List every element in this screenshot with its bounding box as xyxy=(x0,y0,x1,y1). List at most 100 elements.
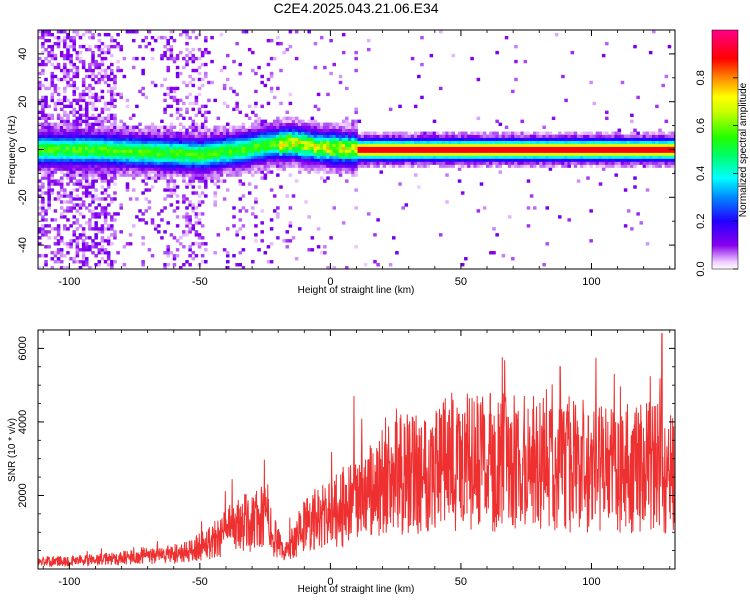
spectrogram-cell xyxy=(47,206,51,210)
spectrogram-cell xyxy=(84,158,89,162)
spectrogram-cell xyxy=(204,248,208,252)
spectrogram-cell xyxy=(103,44,108,49)
spectrogram-cell xyxy=(445,134,449,138)
spectrogram-cell xyxy=(94,149,98,153)
spectrogram-cell xyxy=(326,131,330,135)
spectrogram-cell xyxy=(182,158,186,162)
spectrogram-cell xyxy=(38,56,42,61)
spectrogram-cell xyxy=(326,158,330,162)
spectrogram-cell xyxy=(357,119,362,124)
spectrogram-cell xyxy=(388,152,393,156)
spectrogram-cell xyxy=(197,137,202,141)
spectrogram-cell xyxy=(47,53,51,58)
spectrogram-cell xyxy=(313,164,318,168)
spectrogram-cell xyxy=(84,107,89,112)
spectrogram-cell xyxy=(623,149,628,153)
spectrogram-cell xyxy=(213,152,217,156)
spectrogram-cell xyxy=(432,119,437,124)
spectrogram-cell xyxy=(103,50,108,55)
spectrogram-cell xyxy=(235,161,239,165)
spectrogram-cell xyxy=(204,173,208,177)
spectrogram-cell xyxy=(536,131,540,135)
spectrogram-cell xyxy=(498,158,503,162)
spectrogram-cell xyxy=(232,149,236,153)
spectrogram-cell xyxy=(326,149,330,153)
spectrogram-cell xyxy=(285,122,290,126)
spectrogram-cell xyxy=(81,257,86,261)
spectrogram-cell xyxy=(157,170,161,174)
spectrogram-cell xyxy=(66,56,70,61)
spectrogram-cell xyxy=(72,221,76,225)
spectrogram-cell xyxy=(254,149,258,153)
spectrogram-cell xyxy=(59,137,64,141)
spectrogram-cell xyxy=(645,155,650,159)
spectrogram-cell xyxy=(291,158,296,162)
spectrogram-cell xyxy=(188,155,192,159)
spectrogram-cell xyxy=(285,164,290,168)
spectrogram-cell xyxy=(141,161,145,165)
spectrogram-cell xyxy=(41,143,45,147)
spectrogram-cell xyxy=(153,143,158,147)
spectrogram-cell xyxy=(172,179,177,183)
spectrogram-cell xyxy=(97,44,102,49)
spectrogram-cell xyxy=(97,260,102,264)
spectrogram-cell xyxy=(188,167,192,171)
spectrogram-cell xyxy=(633,140,637,144)
spectrogram-cell xyxy=(222,155,227,159)
spectrogram-cell xyxy=(269,152,274,156)
spectrogram-cell xyxy=(316,161,321,165)
spectrogram-cell xyxy=(91,200,95,204)
spectrogram-cell xyxy=(639,221,644,225)
spectrogram-cell xyxy=(564,134,568,138)
spectrogram-cell xyxy=(175,161,180,165)
spectrogram-cell xyxy=(113,104,117,109)
spectrogram-cell xyxy=(84,206,89,210)
spectrogram-cell xyxy=(514,143,518,147)
spectrogram-cell xyxy=(664,137,669,141)
spectrogram-cell xyxy=(470,146,474,150)
spectrogram-cell xyxy=(38,101,42,106)
spectrogram-cell xyxy=(38,236,42,240)
spectrogram-cell xyxy=(460,263,465,267)
spectrogram-cell xyxy=(135,104,139,109)
spectrogram-cell xyxy=(655,161,659,165)
spectrogram-cell xyxy=(630,146,634,150)
spectrogram-cell xyxy=(150,56,155,61)
spectrogram-cell xyxy=(626,146,631,150)
spectrogram-cell xyxy=(97,212,102,216)
spectrogram-cell xyxy=(91,134,95,138)
spectrogram-cell xyxy=(59,146,64,150)
spectrogram-cell xyxy=(329,125,333,129)
spectrogram-cell xyxy=(210,59,214,64)
spectrogram-cell xyxy=(125,170,130,174)
spectrogram-cell xyxy=(75,65,80,70)
spectrogram-cell xyxy=(316,92,321,97)
spectrogram-cell xyxy=(614,173,618,177)
spectrogram-cell xyxy=(150,35,155,40)
spectrogram-cell xyxy=(379,140,383,144)
spectrogram-cell xyxy=(442,161,446,165)
spectrogram-cell xyxy=(257,116,261,121)
spectrogram-cell xyxy=(144,182,149,186)
spectrogram-cell xyxy=(44,230,48,234)
spectrogram-cell xyxy=(113,140,117,144)
spectrogram-cell xyxy=(457,158,462,162)
spectrogram-cell xyxy=(166,92,170,97)
spectrogram-cell xyxy=(110,155,114,159)
spectrogram-cell xyxy=(81,203,86,207)
spectrogram-cell xyxy=(200,200,205,204)
spectrogram-cell xyxy=(570,155,575,159)
spectrogram-cell xyxy=(617,137,622,141)
spectrogram-cell xyxy=(94,158,98,162)
spectrogram-cell xyxy=(385,134,390,138)
spectrogram-cell xyxy=(482,158,487,162)
spectrogram-cell xyxy=(429,158,434,162)
spectrogram-cell xyxy=(135,140,139,144)
spectrogram-cell xyxy=(345,128,349,132)
spectrogram-cell xyxy=(504,35,509,40)
spectrogram-cell xyxy=(81,146,86,150)
spectrogram-cell xyxy=(94,227,98,231)
spectrogram-cell xyxy=(263,167,268,171)
spectrogram-cell xyxy=(169,167,174,171)
spectrogram-cell xyxy=(257,248,261,252)
